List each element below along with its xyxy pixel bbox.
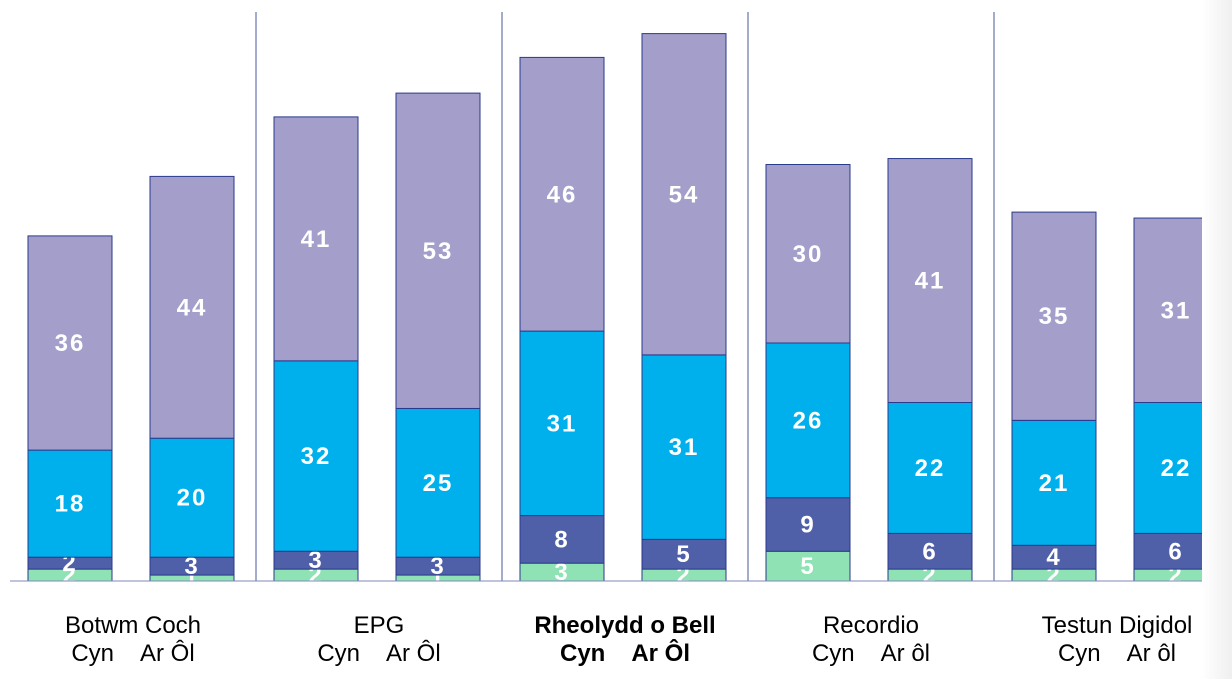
data-label: 36 xyxy=(55,330,86,357)
data-label: 6 xyxy=(1168,538,1183,565)
bar-segment xyxy=(149,175,235,439)
after-label: Ar ôl xyxy=(1126,640,1177,667)
data-label: 53 xyxy=(423,238,454,265)
data-label: 54 xyxy=(669,181,700,208)
data-label: 46 xyxy=(547,181,578,208)
before-label: Cyn xyxy=(317,640,360,667)
bar-segment xyxy=(149,437,235,558)
bar-sublabels: Cyn Ar ôl xyxy=(994,640,1232,668)
bar-sublabels: Cyn Ar Ôl xyxy=(256,640,502,668)
data-label: 3 xyxy=(184,553,199,580)
bar-segment xyxy=(887,402,973,534)
data-label: 41 xyxy=(915,268,946,295)
data-label: 3 xyxy=(430,553,445,580)
data-label: 18 xyxy=(55,491,86,518)
data-label: 32 xyxy=(301,443,332,470)
data-label: 5 xyxy=(800,553,815,580)
data-label: 31 xyxy=(1161,297,1192,324)
bar-segment xyxy=(1011,211,1097,421)
category-label: EPG Cyn Ar Ôl xyxy=(256,612,502,668)
group-name: Botwm Coch xyxy=(64,612,202,639)
bar-segment xyxy=(519,330,605,517)
bar-segment xyxy=(765,497,851,552)
data-label: 22 xyxy=(915,455,946,482)
bar-segment xyxy=(765,342,851,499)
group-name: Testun Digidol xyxy=(1041,612,1193,639)
bar-segment xyxy=(765,164,851,344)
bar-segment xyxy=(27,449,113,558)
after-label: Ar Ôl xyxy=(140,640,195,667)
right-edge-shade xyxy=(1202,0,1232,679)
bar-segment xyxy=(641,33,727,356)
bar-segment xyxy=(395,92,481,409)
category-label: Testun Digidol Cyn Ar ôl xyxy=(994,612,1232,668)
data-label: 8 xyxy=(554,526,569,553)
group-name: Rheolydd o Bell xyxy=(534,612,716,639)
data-label: 26 xyxy=(793,407,824,434)
bar-sublabels: Cyn Ar ôl xyxy=(748,640,994,668)
bar-sublabels: Cyn Ar Ôl xyxy=(10,640,256,668)
group-name: EPG xyxy=(353,612,405,639)
bar-segment xyxy=(887,532,973,570)
category-label: Rheolydd o Bell Cyn Ar Ôl xyxy=(502,612,748,668)
data-label: 25 xyxy=(423,470,454,497)
after-label: Ar ôl xyxy=(880,640,931,667)
data-label: 4 xyxy=(1046,544,1061,571)
group-name: Recordio xyxy=(822,612,920,639)
data-label: 44 xyxy=(177,294,208,321)
before-label: Cyn xyxy=(71,640,114,667)
before-label: Cyn xyxy=(1057,640,1101,667)
bar-segment xyxy=(395,407,481,558)
bar-segment xyxy=(27,235,113,451)
bar-segment xyxy=(519,515,605,564)
data-label: 30 xyxy=(793,241,824,268)
bar-segment xyxy=(641,354,727,540)
data-label: 9 xyxy=(800,511,815,538)
bar-sublabels: Cyn Ar Ôl xyxy=(502,640,748,668)
data-label: 3 xyxy=(308,547,323,574)
data-label: 6 xyxy=(922,538,937,565)
data-label: 21 xyxy=(1039,470,1070,497)
bar-segment xyxy=(765,550,851,582)
category-label: Botwm Coch Cyn Ar Ôl xyxy=(10,612,256,668)
category-label: Recordio Cyn Ar ôl xyxy=(748,612,994,668)
after-label: Ar Ôl xyxy=(631,640,691,667)
before-label: Cyn xyxy=(811,640,855,667)
data-label: 22 xyxy=(1161,455,1192,482)
data-label: 20 xyxy=(177,485,208,512)
bar-segment xyxy=(641,538,727,570)
data-label: 35 xyxy=(1039,303,1070,330)
data-label: 3 xyxy=(554,559,569,586)
before-label: Cyn xyxy=(559,640,606,667)
data-label: 5 xyxy=(676,541,691,568)
bar-segment xyxy=(887,158,973,403)
data-label: 41 xyxy=(301,226,332,253)
bar-segment xyxy=(519,56,605,332)
data-label: 31 xyxy=(547,410,578,437)
bar-segment xyxy=(273,360,359,552)
after-label: Ar Ôl xyxy=(386,640,441,667)
data-label: 31 xyxy=(669,434,700,461)
bar-segment xyxy=(273,116,359,362)
